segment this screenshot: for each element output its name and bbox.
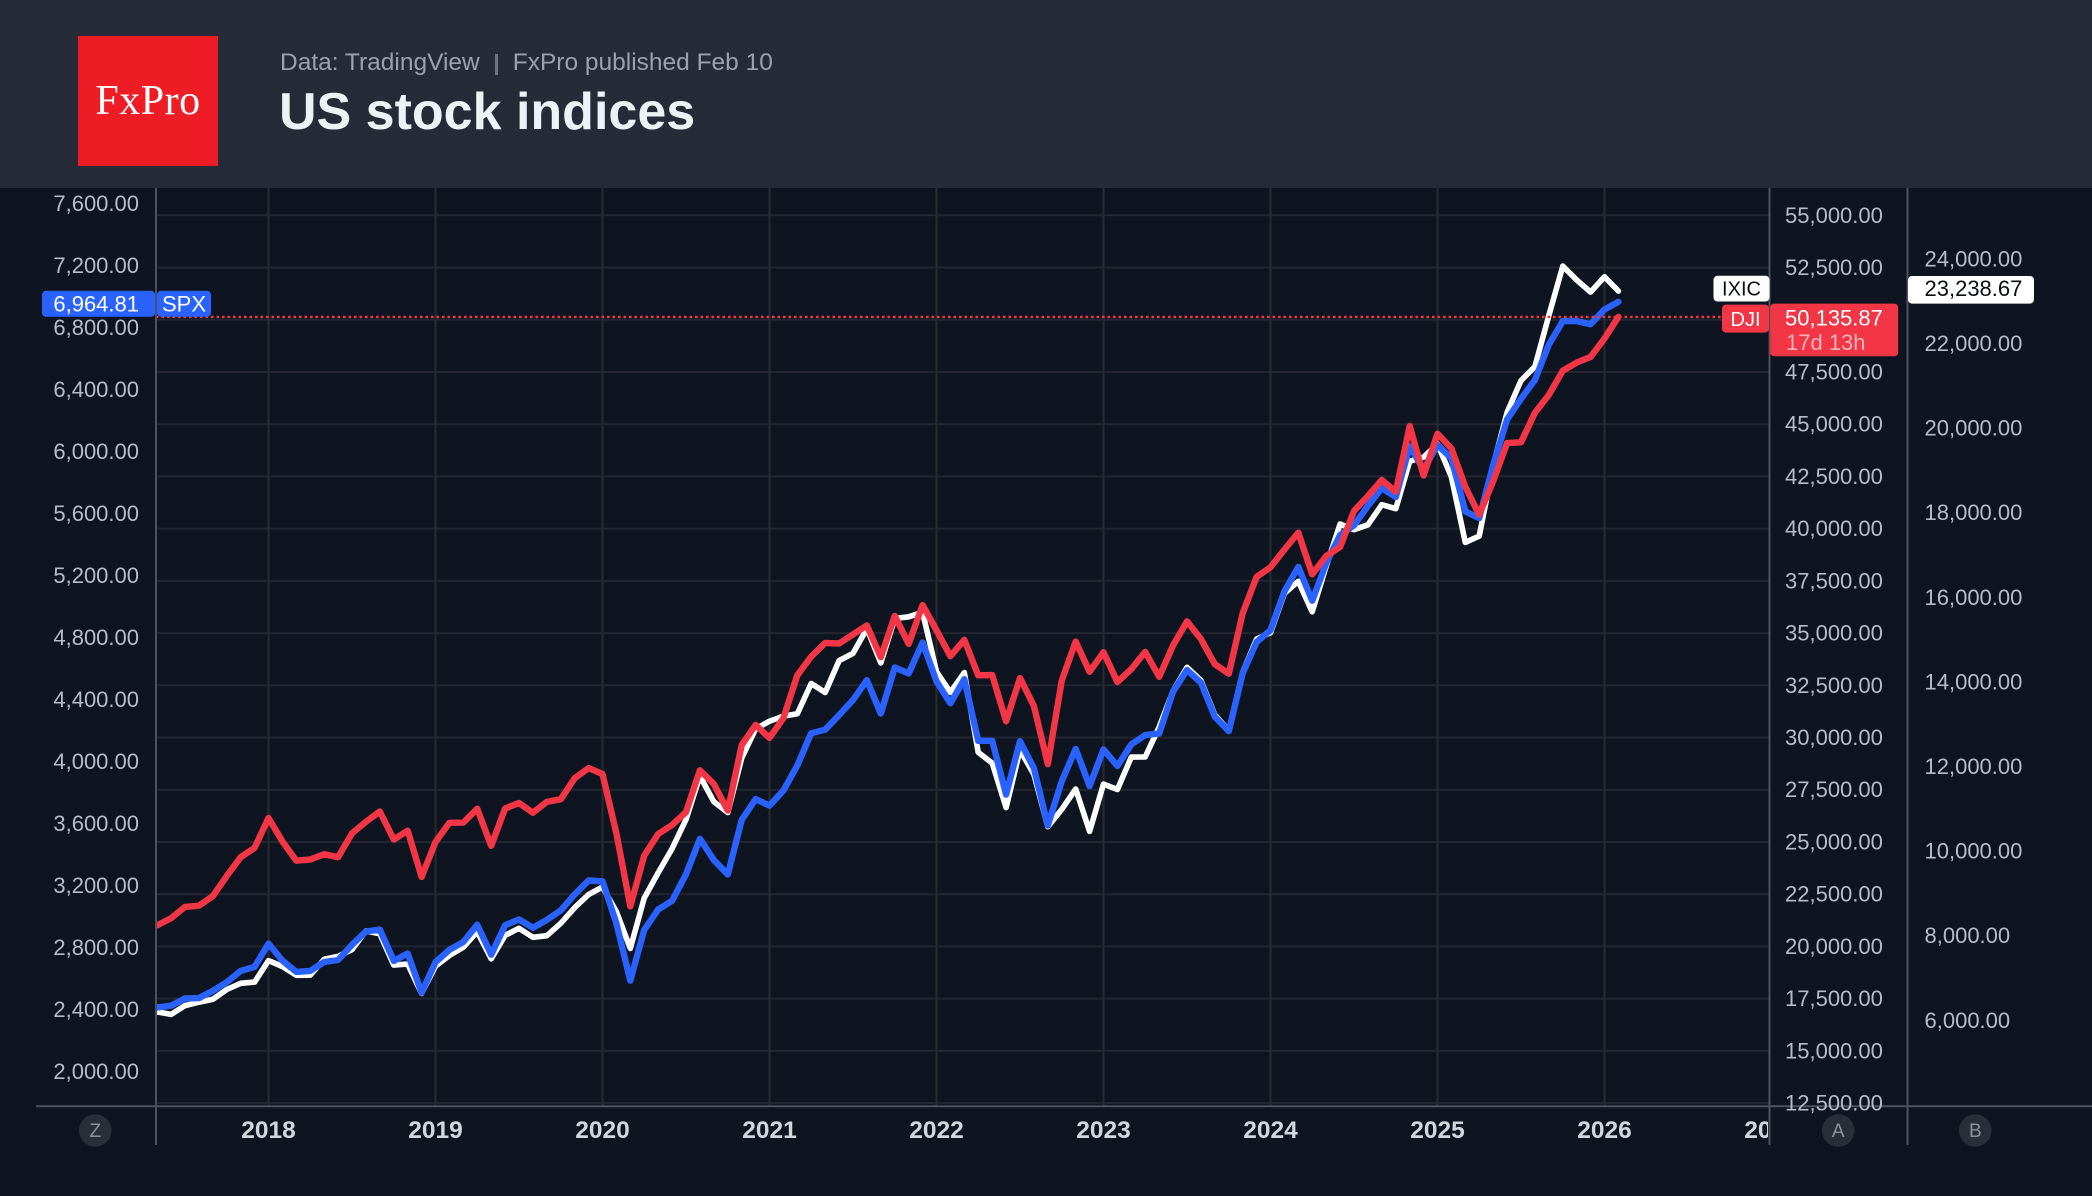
svg-text:25,000.00: 25,000.00 [1785,830,1883,855]
svg-text:42,500.00: 42,500.00 [1785,464,1883,489]
svg-text:16,000.00: 16,000.00 [1925,585,2023,610]
svg-text:SPX: SPX [162,291,206,316]
svg-text:3,200.00: 3,200.00 [53,873,139,898]
svg-text:20,000.00: 20,000.00 [1785,934,1883,959]
svg-text:2021: 2021 [742,1117,797,1144]
svg-text:17d 13h: 17d 13h [1786,330,1866,355]
svg-text:2018: 2018 [241,1117,296,1144]
svg-text:2019: 2019 [408,1117,463,1144]
svg-text:55,000.00: 55,000.00 [1785,203,1883,228]
svg-text:2026: 2026 [1577,1117,1632,1144]
svg-text:6,800.00: 6,800.00 [53,315,139,340]
svg-text:37,500.00: 37,500.00 [1785,568,1883,593]
svg-text:5,600.00: 5,600.00 [53,501,139,526]
svg-text:10,000.00: 10,000.00 [1925,839,2023,864]
svg-text:30,000.00: 30,000.00 [1785,725,1883,750]
svg-text:40,000.00: 40,000.00 [1785,516,1883,541]
svg-text:22,000.00: 22,000.00 [1925,331,2023,356]
svg-text:7,200.00: 7,200.00 [53,253,139,278]
svg-text:27,500.00: 27,500.00 [1785,777,1883,802]
svg-text:2027: 2027 [1744,1117,1799,1144]
svg-text:22,500.00: 22,500.00 [1785,882,1883,907]
svg-text:14,000.00: 14,000.00 [1925,669,2023,694]
svg-text:5,200.00: 5,200.00 [53,563,139,588]
svg-text:12,000.00: 12,000.00 [1925,754,2023,779]
svg-text:8,000.00: 8,000.00 [1925,923,2011,948]
svg-text:2022: 2022 [909,1117,964,1144]
svg-text:6,400.00: 6,400.00 [53,377,139,402]
svg-text:45,000.00: 45,000.00 [1785,412,1883,437]
svg-text:3,600.00: 3,600.00 [53,811,139,836]
svg-text:2024: 2024 [1243,1117,1298,1144]
svg-text:A: A [1832,1121,1845,1142]
svg-text:2,800.00: 2,800.00 [53,935,139,960]
svg-text:2,000.00: 2,000.00 [53,1059,139,1084]
svg-text:4,800.00: 4,800.00 [53,625,139,650]
svg-text:4,400.00: 4,400.00 [53,687,139,712]
svg-text:12,500.00: 12,500.00 [1785,1091,1883,1116]
svg-text:6,964.81: 6,964.81 [53,291,139,316]
svg-text:20,000.00: 20,000.00 [1925,416,2023,441]
svg-text:2020: 2020 [575,1117,630,1144]
svg-text:35,000.00: 35,000.00 [1785,621,1883,646]
svg-text:2023: 2023 [1076,1117,1131,1144]
svg-text:6,000.00: 6,000.00 [1925,1008,2011,1033]
svg-text:52,500.00: 52,500.00 [1785,255,1883,280]
svg-text:7,600.00: 7,600.00 [53,191,139,216]
svg-text:2025: 2025 [1410,1117,1465,1144]
svg-text:2,400.00: 2,400.00 [53,997,139,1022]
svg-text:6,000.00: 6,000.00 [53,439,139,464]
svg-text:15,000.00: 15,000.00 [1785,1038,1883,1063]
svg-text:4,000.00: 4,000.00 [53,749,139,774]
svg-text:Z: Z [89,1121,101,1142]
svg-text:17,500.00: 17,500.00 [1785,986,1883,1011]
svg-text:24,000.00: 24,000.00 [1925,246,2023,271]
svg-text:18,000.00: 18,000.00 [1925,500,2023,525]
svg-text:B: B [1969,1121,1982,1142]
svg-text:47,500.00: 47,500.00 [1785,360,1883,385]
svg-text:50,135.87: 50,135.87 [1785,306,1883,331]
svg-text:32,500.00: 32,500.00 [1785,673,1883,698]
svg-text:IXIC: IXIC [1722,279,1761,301]
svg-text:23,238.67: 23,238.67 [1925,276,2023,301]
svg-text:DJI: DJI [1731,309,1761,331]
